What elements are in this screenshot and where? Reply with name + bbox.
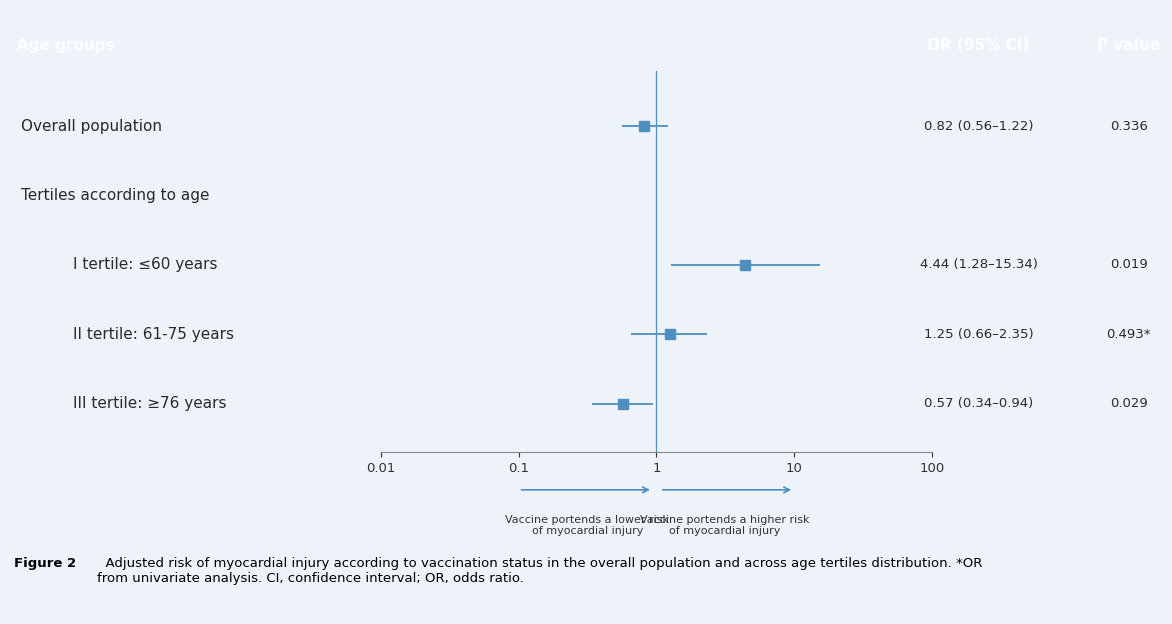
Text: 0.57 (0.34–0.94): 0.57 (0.34–0.94) [924, 397, 1034, 411]
Text: 0.029: 0.029 [1110, 397, 1147, 411]
Text: 1.25 (0.66–2.35): 1.25 (0.66–2.35) [924, 328, 1034, 341]
Text: III tertile: ≥76 years: III tertile: ≥76 years [73, 396, 226, 411]
Text: 0.019: 0.019 [1110, 258, 1147, 271]
Text: Adjusted risk of myocardial injury according to vaccination status in the overal: Adjusted risk of myocardial injury accor… [97, 557, 982, 585]
Text: OR (95% CI): OR (95% CI) [927, 37, 1030, 52]
Text: Age groups: Age groups [18, 37, 115, 52]
Text: Vaccine portends a lower risk
of myocardial injury: Vaccine portends a lower risk of myocard… [505, 515, 669, 537]
Text: Figure 2: Figure 2 [14, 557, 76, 570]
Text: 0.82 (0.56–1.22): 0.82 (0.56–1.22) [924, 120, 1034, 132]
Text: P value: P value [1097, 37, 1160, 52]
Text: Vaccine portends a higher risk
of myocardial injury: Vaccine portends a higher risk of myocar… [640, 515, 810, 537]
Text: 0.493*: 0.493* [1106, 328, 1151, 341]
Text: II tertile: 61-75 years: II tertile: 61-75 years [73, 327, 233, 342]
Text: 0.336: 0.336 [1110, 120, 1147, 132]
Text: Overall population: Overall population [21, 119, 162, 134]
Text: Tertiles according to age: Tertiles according to age [21, 188, 209, 203]
Text: 4.44 (1.28–15.34): 4.44 (1.28–15.34) [920, 258, 1037, 271]
Text: I tertile: ≤60 years: I tertile: ≤60 years [73, 258, 217, 273]
